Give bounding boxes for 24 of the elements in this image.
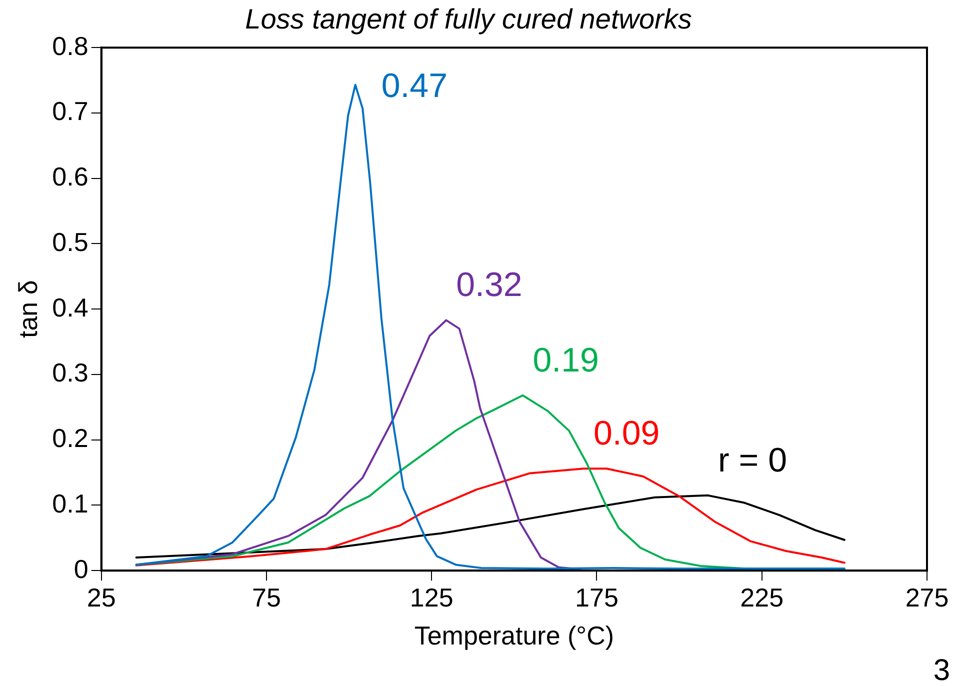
x-tick-label: 225 <box>740 582 784 612</box>
y-tick-label: 0.5 <box>52 226 88 257</box>
series-label: 0.32 <box>456 266 522 304</box>
x-tick-label: 125 <box>410 582 454 612</box>
y-tick-label: 0.8 <box>52 30 88 61</box>
x-tick-label: 25 <box>86 582 116 612</box>
series-label: r = 0 <box>718 441 788 480</box>
y-tick-label: 0.1 <box>52 488 88 518</box>
y-tick-label: 0.3 <box>52 358 88 388</box>
chart-title: Loss tangent of fully cured networks <box>245 4 692 35</box>
x-tick-label: 275 <box>905 582 949 612</box>
y-tick-label: 0.6 <box>52 162 88 192</box>
x-tick-label: 175 <box>575 582 618 612</box>
y-tick-label: 0.2 <box>52 423 88 454</box>
text: 3 <box>933 654 950 687</box>
x-tick-label: 75 <box>252 582 281 612</box>
y-axis-title: tan δ <box>12 280 43 338</box>
series-label: 0.19 <box>532 341 599 380</box>
y-tick-label: 0.4 <box>52 292 88 322</box>
series-label: 0.47 <box>381 66 448 105</box>
y-tick-label: 0.7 <box>52 96 88 126</box>
y-tick-label: 0 <box>74 554 88 584</box>
x-axis-title: Temperature (°C) <box>414 620 614 651</box>
series-label: 0.09 <box>594 414 660 453</box>
